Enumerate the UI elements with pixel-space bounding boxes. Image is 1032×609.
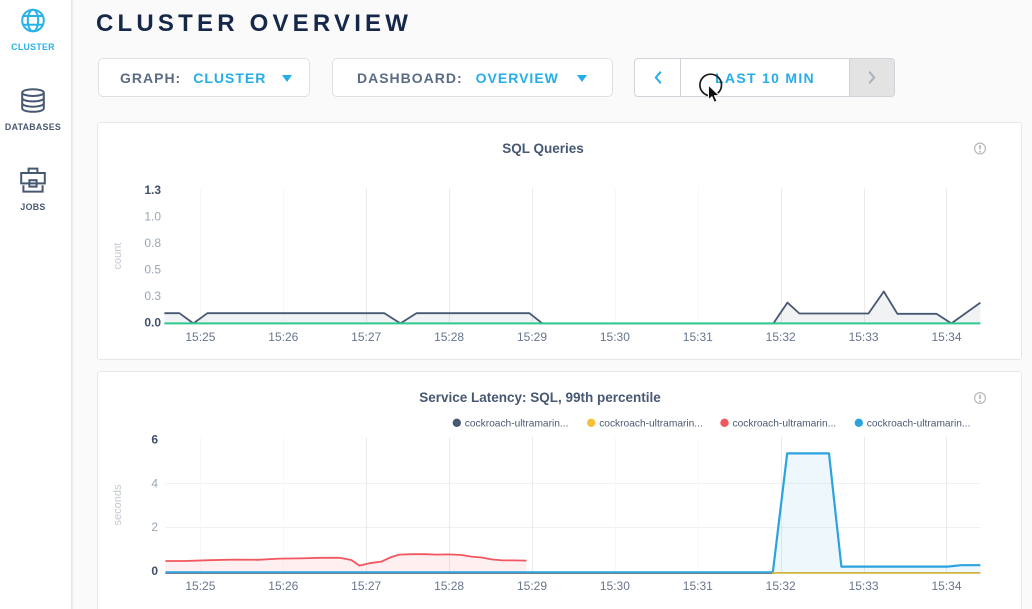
svg-text:0.5: 0.5 [144,263,161,277]
svg-text:15:28: 15:28 [434,330,464,344]
svg-text:0.0: 0.0 [144,316,161,330]
svg-text:15:27: 15:27 [351,330,381,344]
svg-text:0.8: 0.8 [144,236,161,250]
svg-text:15:26: 15:26 [268,330,298,344]
svg-text:15:31: 15:31 [683,579,713,593]
svg-text:15:32: 15:32 [766,579,796,593]
svg-text:15:30: 15:30 [600,579,630,593]
svg-text:cockroach-ultramarin...: cockroach-ultramarin... [733,419,837,430]
svg-text:SQL Queries: SQL Queries [502,141,584,156]
svg-text:15:27: 15:27 [351,579,381,593]
svg-text:15:25: 15:25 [185,579,215,593]
svg-text:15:29: 15:29 [517,579,547,593]
svg-text:1.3: 1.3 [144,183,161,197]
svg-text:15:32: 15:32 [766,330,796,344]
svg-text:2: 2 [151,520,158,534]
svg-text:15:26: 15:26 [268,579,298,593]
svg-text:Service Latency: SQL, 99th per: Service Latency: SQL, 99th percentile [419,390,661,405]
svg-text:15:30: 15:30 [600,330,630,344]
svg-text:0.3: 0.3 [144,289,161,303]
svg-text:15:28: 15:28 [434,579,464,593]
svg-text:15:31: 15:31 [683,330,713,344]
svg-text:4: 4 [151,476,158,490]
svg-text:cockroach-ultramarin...: cockroach-ultramarin... [867,419,971,430]
svg-text:15:34: 15:34 [931,579,961,593]
svg-text:cockroach-ultramarin...: cockroach-ultramarin... [465,419,569,430]
svg-text:15:29: 15:29 [517,330,547,344]
svg-text:15:34: 15:34 [931,330,961,344]
svg-text:seconds: seconds [112,484,124,525]
svg-text:0: 0 [151,564,158,578]
svg-text:count: count [112,243,124,270]
svg-text:15:25: 15:25 [185,330,215,344]
svg-text:15:33: 15:33 [849,579,879,593]
svg-text:cockroach-ultramarin...: cockroach-ultramarin... [599,419,703,430]
svg-text:6: 6 [151,433,158,447]
svg-text:15:33: 15:33 [849,330,879,344]
svg-text:1.0: 1.0 [144,210,161,224]
